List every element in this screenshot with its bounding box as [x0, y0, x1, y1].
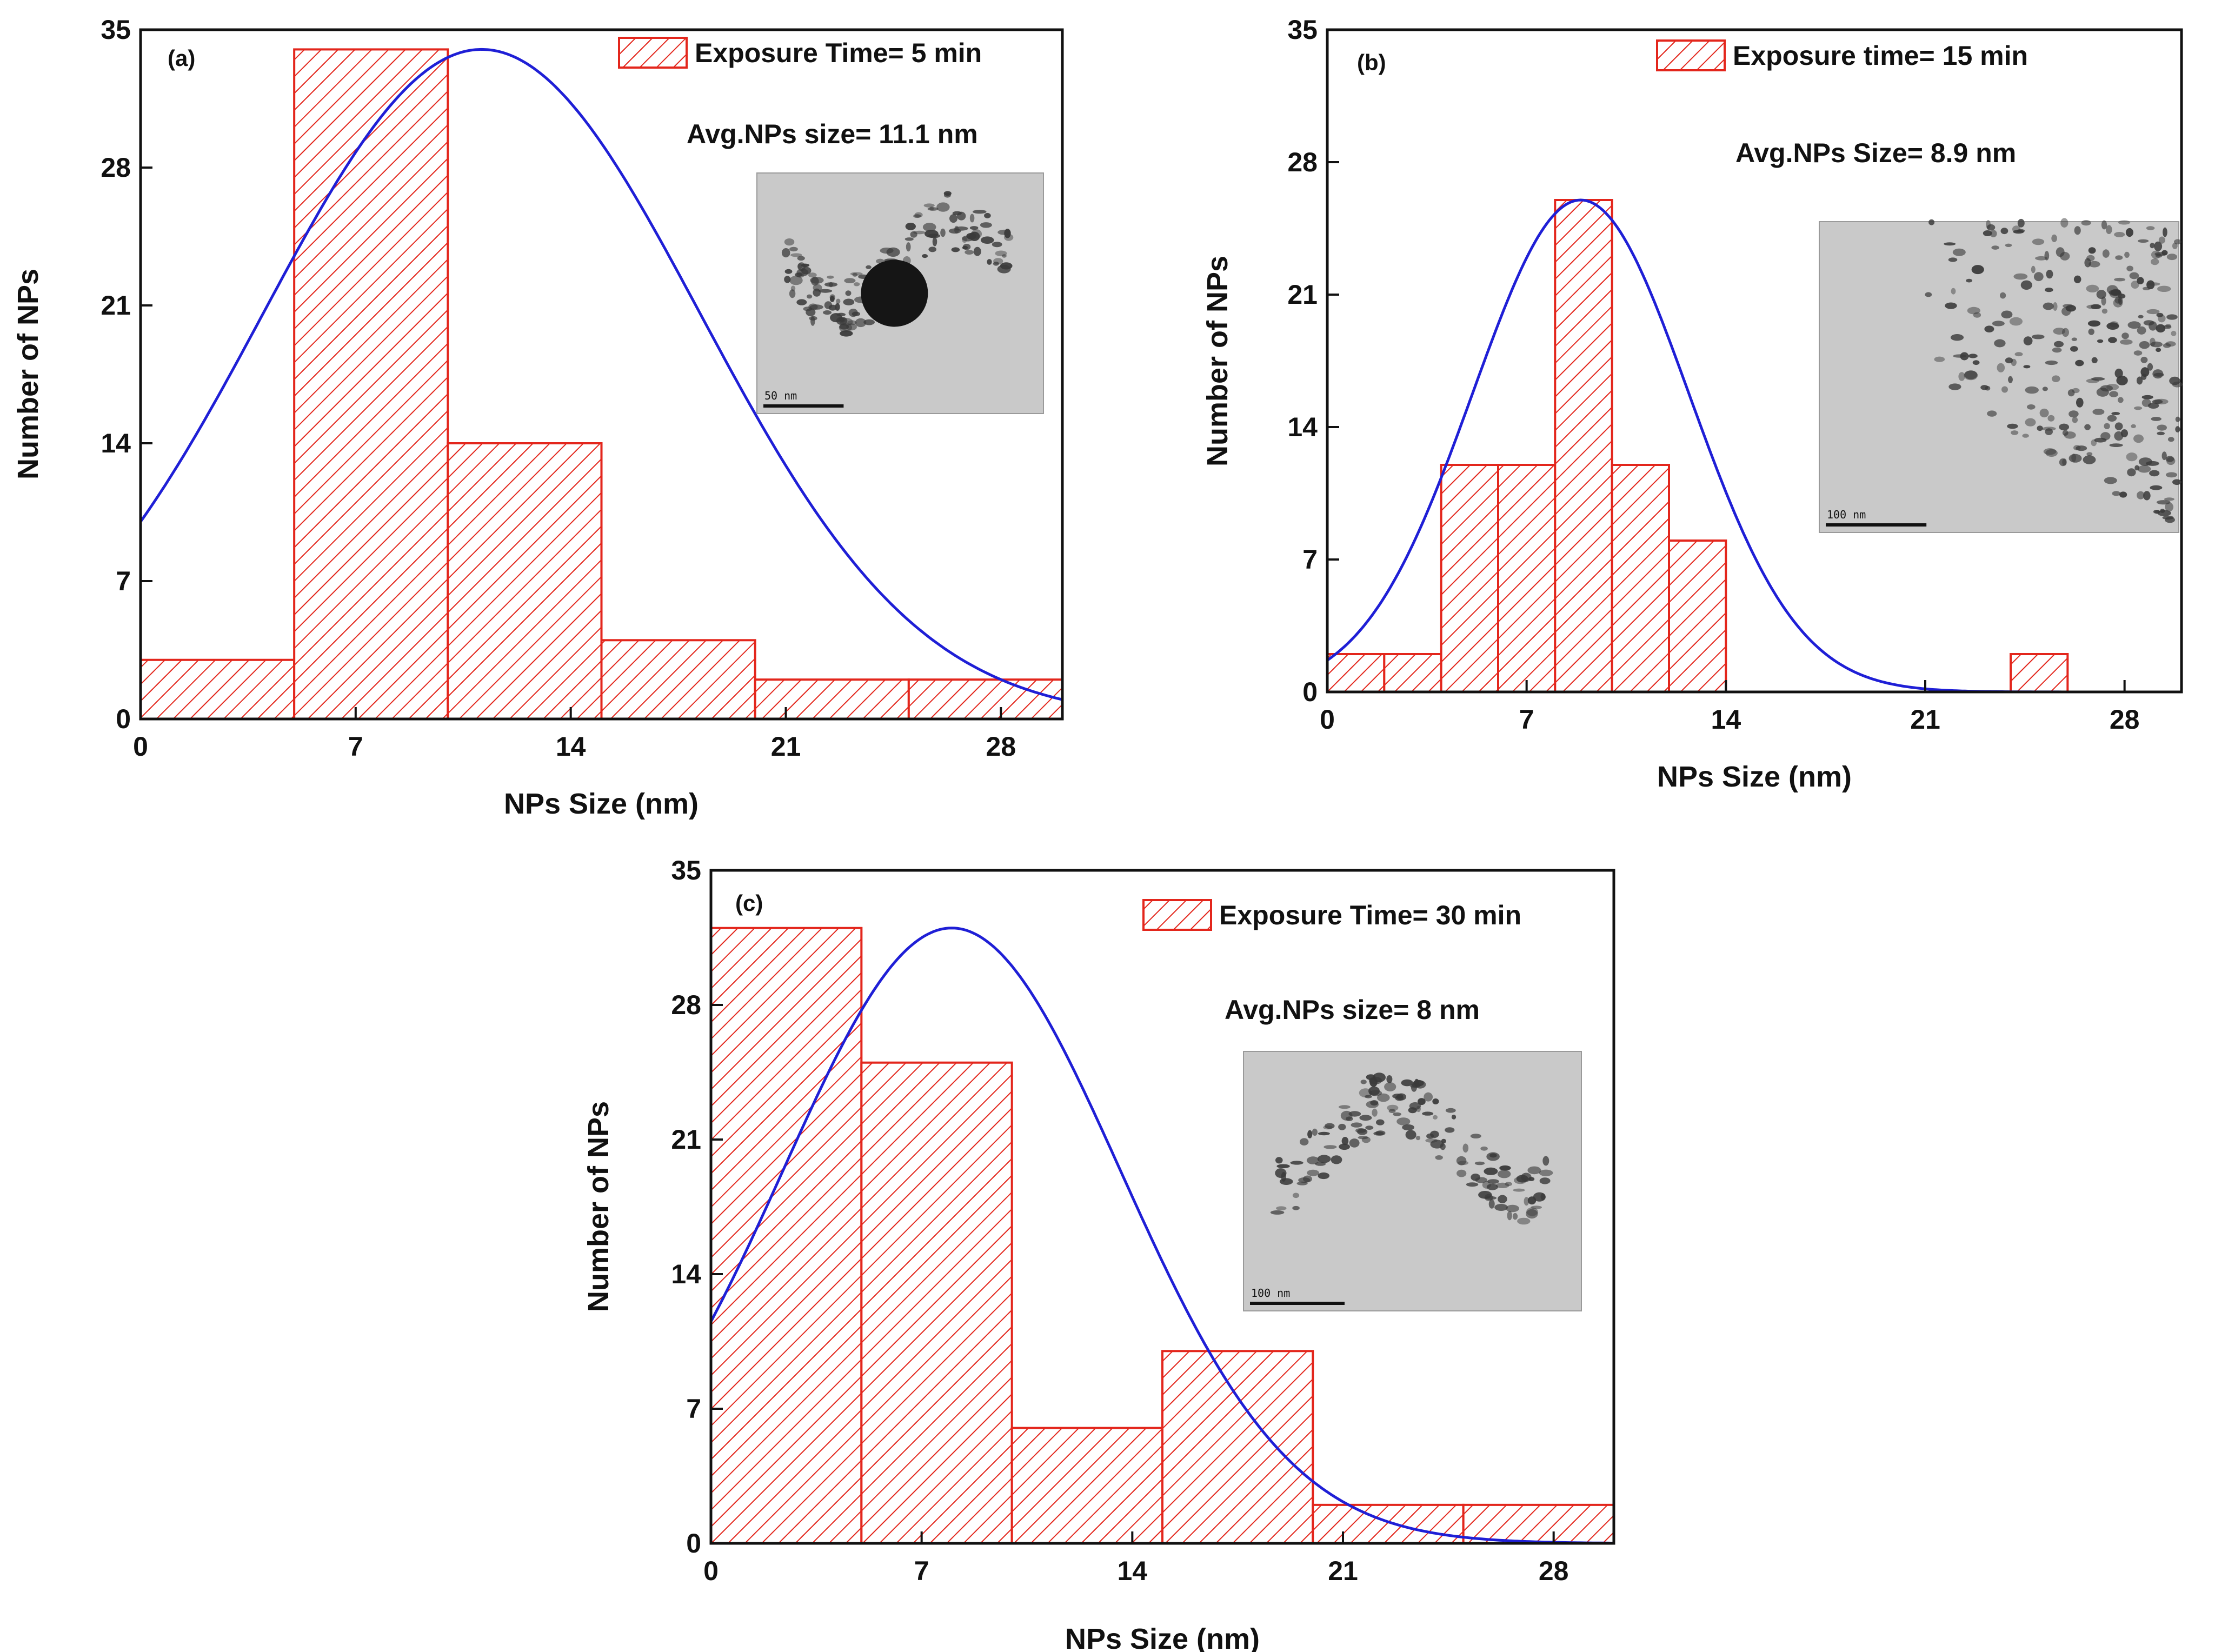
x-tick-label: 28	[1539, 1556, 1569, 1586]
y-tick-label: 35	[101, 15, 131, 45]
plot-frame	[1326, 28, 2183, 694]
y-tick-label: 21	[1287, 279, 1318, 310]
y-tick-label: 35	[671, 855, 701, 885]
y-tick-label: 14	[1287, 412, 1318, 442]
legend-label: Exposure Time= 30 min	[1219, 900, 1521, 930]
legend-label: Exposure Time= 5 min	[695, 38, 982, 68]
x-tick-label: 21	[1910, 704, 1940, 735]
x-tick-label: 14	[1711, 704, 1741, 735]
histogram-bar	[1326, 653, 1386, 693]
y-tick-label: 7	[1302, 544, 1318, 575]
y-tick-label: 28	[1287, 147, 1318, 177]
y-tick-label: 35	[1287, 15, 1318, 45]
panel-label: (c)	[735, 890, 763, 916]
y-tick-label: 0	[686, 1528, 701, 1558]
panel-label: (a)	[168, 45, 195, 71]
plot-frame	[139, 28, 1064, 721]
y-axis-title: Number of NPs	[1201, 256, 1234, 467]
y-tick-label: 14	[671, 1259, 701, 1289]
histogram-bar	[710, 927, 863, 1544]
avg-size-annotation: Avg.NPs size= 8 nm	[1225, 995, 1480, 1025]
histogram-bar	[1554, 199, 1613, 693]
tem-inset-image: 50 nm	[756, 172, 1044, 414]
x-tick-label: 14	[1118, 1556, 1148, 1586]
legend-swatch	[1656, 39, 1726, 71]
gaussian-fit-line	[139, 48, 1063, 701]
x-tick-label: 0	[133, 731, 148, 762]
scale-bar-label: 50 nm	[764, 389, 797, 402]
x-tick-label: 28	[986, 731, 1016, 762]
y-tick-label: 7	[686, 1394, 701, 1424]
gaussian-fit-line	[709, 927, 1614, 1544]
avg-size-annotation: Avg.NPs size= 11.1 nm	[687, 119, 978, 149]
x-tick-label: 21	[771, 731, 801, 762]
histogram-bar	[1161, 1350, 1314, 1544]
histogram-bar	[1010, 1427, 1163, 1545]
y-tick-label: 21	[101, 290, 131, 321]
y-tick-label: 14	[101, 428, 131, 458]
panel-c-chart: 0 7 14 21 28 0 7 14 21 28 35 NPs Size (nm) Number of…	[582, 855, 1615, 1652]
x-tick-label: 21	[1328, 1556, 1358, 1586]
histogram-bar	[1611, 464, 1671, 693]
x-tick-label: 7	[348, 731, 363, 762]
tem-inset-image: 100 nm	[1819, 218, 2183, 533]
histogram-bar	[600, 639, 756, 721]
histogram-bar	[860, 1061, 1013, 1544]
histogram-bar	[1462, 1503, 1615, 1545]
scale-bar-label: 100 nm	[1827, 508, 1866, 521]
histogram-bar	[1440, 464, 1500, 693]
legend-swatch	[618, 37, 688, 69]
histogram-bar	[754, 678, 910, 720]
histogram-bar	[1383, 653, 1442, 693]
y-tick-label: 0	[1302, 677, 1318, 707]
x-tick-label: 7	[914, 1556, 929, 1586]
legend-swatch	[1142, 899, 1212, 931]
y-tick-label: 21	[671, 1124, 701, 1155]
legend: Exposure Time= 5 min	[618, 37, 982, 69]
histogram-bar	[139, 658, 296, 720]
scale-bar-label: 100 nm	[1251, 1287, 1290, 1300]
x-tick-label: 28	[2110, 704, 2140, 735]
x-tick-label: 0	[1320, 704, 1335, 735]
histogram-bar	[2010, 653, 2069, 693]
x-axis-title: NPs Size (nm)	[1065, 1623, 1260, 1652]
y-axis-title: Number of NPs	[582, 1101, 615, 1312]
x-axis-title: NPs Size (nm)	[1657, 761, 1852, 793]
y-tick-label: 0	[116, 704, 131, 734]
histogram-bar	[1312, 1503, 1465, 1545]
y-tick-label: 7	[116, 566, 131, 596]
legend: Exposure Time= 30 min	[1142, 899, 1521, 931]
avg-size-annotation: Avg.NPs Size= 8.9 nm	[1735, 138, 2016, 168]
histogram-bar	[447, 442, 603, 720]
x-tick-label: 0	[703, 1556, 719, 1586]
histogram-bar	[1497, 464, 1557, 693]
panel-b-chart: 0 7 14 21 28 0 7 14 21 28 35 NPs Size (nm) Number of…	[1201, 15, 2183, 793]
y-tick-label: 28	[671, 990, 701, 1020]
y-axis-title: Number of NPs	[12, 269, 44, 479]
histogram-bar	[1668, 539, 1727, 693]
x-tick-label: 7	[1519, 704, 1534, 735]
tem-inset-image: 100 nm	[1243, 1051, 1582, 1311]
legend: Exposure time= 15 min	[1656, 39, 2028, 71]
x-axis-title: NPs Size (nm)	[504, 788, 699, 820]
y-tick-label: 28	[101, 152, 131, 183]
x-tick-label: 14	[556, 731, 586, 762]
histogram-bar	[293, 48, 449, 720]
panel-label: (b)	[1357, 50, 1386, 75]
panel-a-chart: 0 7 14 21 28 0 7 14 21 28 35 NPs Size (nm) Number of…	[12, 15, 1064, 820]
legend-label: Exposure time= 15 min	[1733, 41, 2028, 71]
histogram-bar	[907, 678, 1064, 720]
plot-frame	[709, 869, 1615, 1545]
